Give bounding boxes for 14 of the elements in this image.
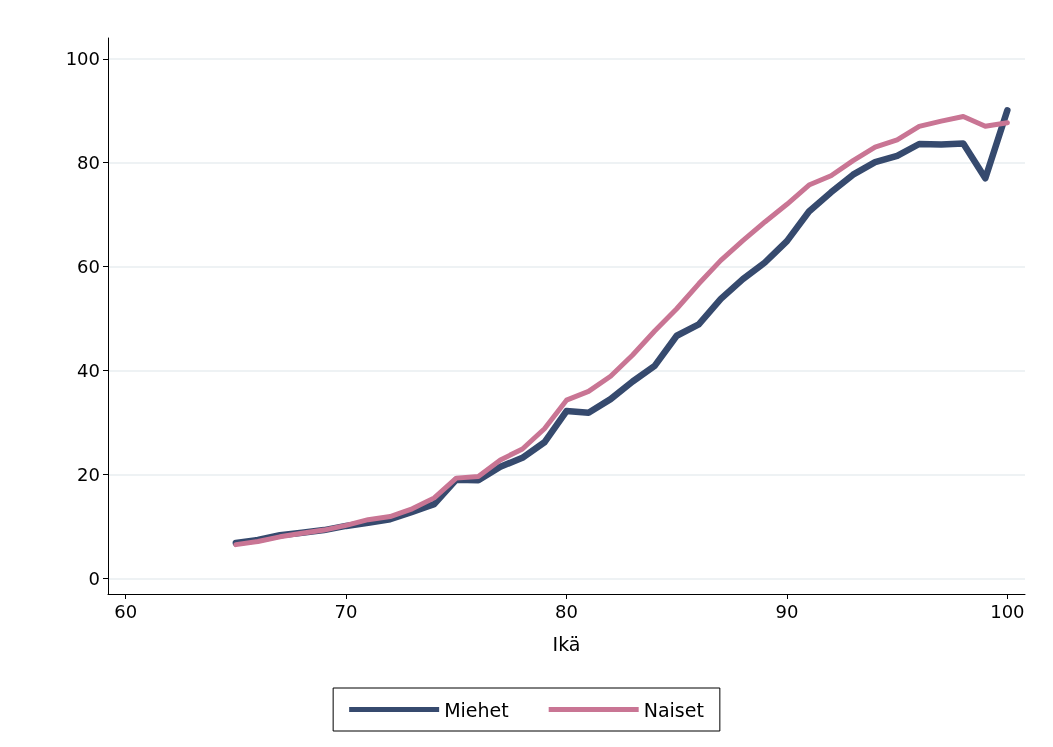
x-tick-label: 70 bbox=[334, 600, 358, 622]
x-tick-label: 80 bbox=[555, 600, 578, 622]
y-tick-label: 0 bbox=[88, 567, 100, 589]
y-tick-label: 20 bbox=[77, 463, 100, 485]
y-tick-label: 40 bbox=[77, 360, 100, 382]
y-tick-label: 80 bbox=[77, 152, 100, 174]
y-tick-label: 100 bbox=[65, 48, 100, 70]
x-tick-label: 60 bbox=[114, 600, 138, 622]
legend-label: Miehet bbox=[444, 698, 509, 721]
x-axis-title: Ikä bbox=[552, 632, 581, 655]
legend-label: Naiset bbox=[643, 698, 704, 721]
x-tick-label: 100 bbox=[990, 600, 1025, 622]
y-tick-label: 60 bbox=[77, 256, 100, 278]
x-tick-label: 90 bbox=[775, 600, 799, 622]
